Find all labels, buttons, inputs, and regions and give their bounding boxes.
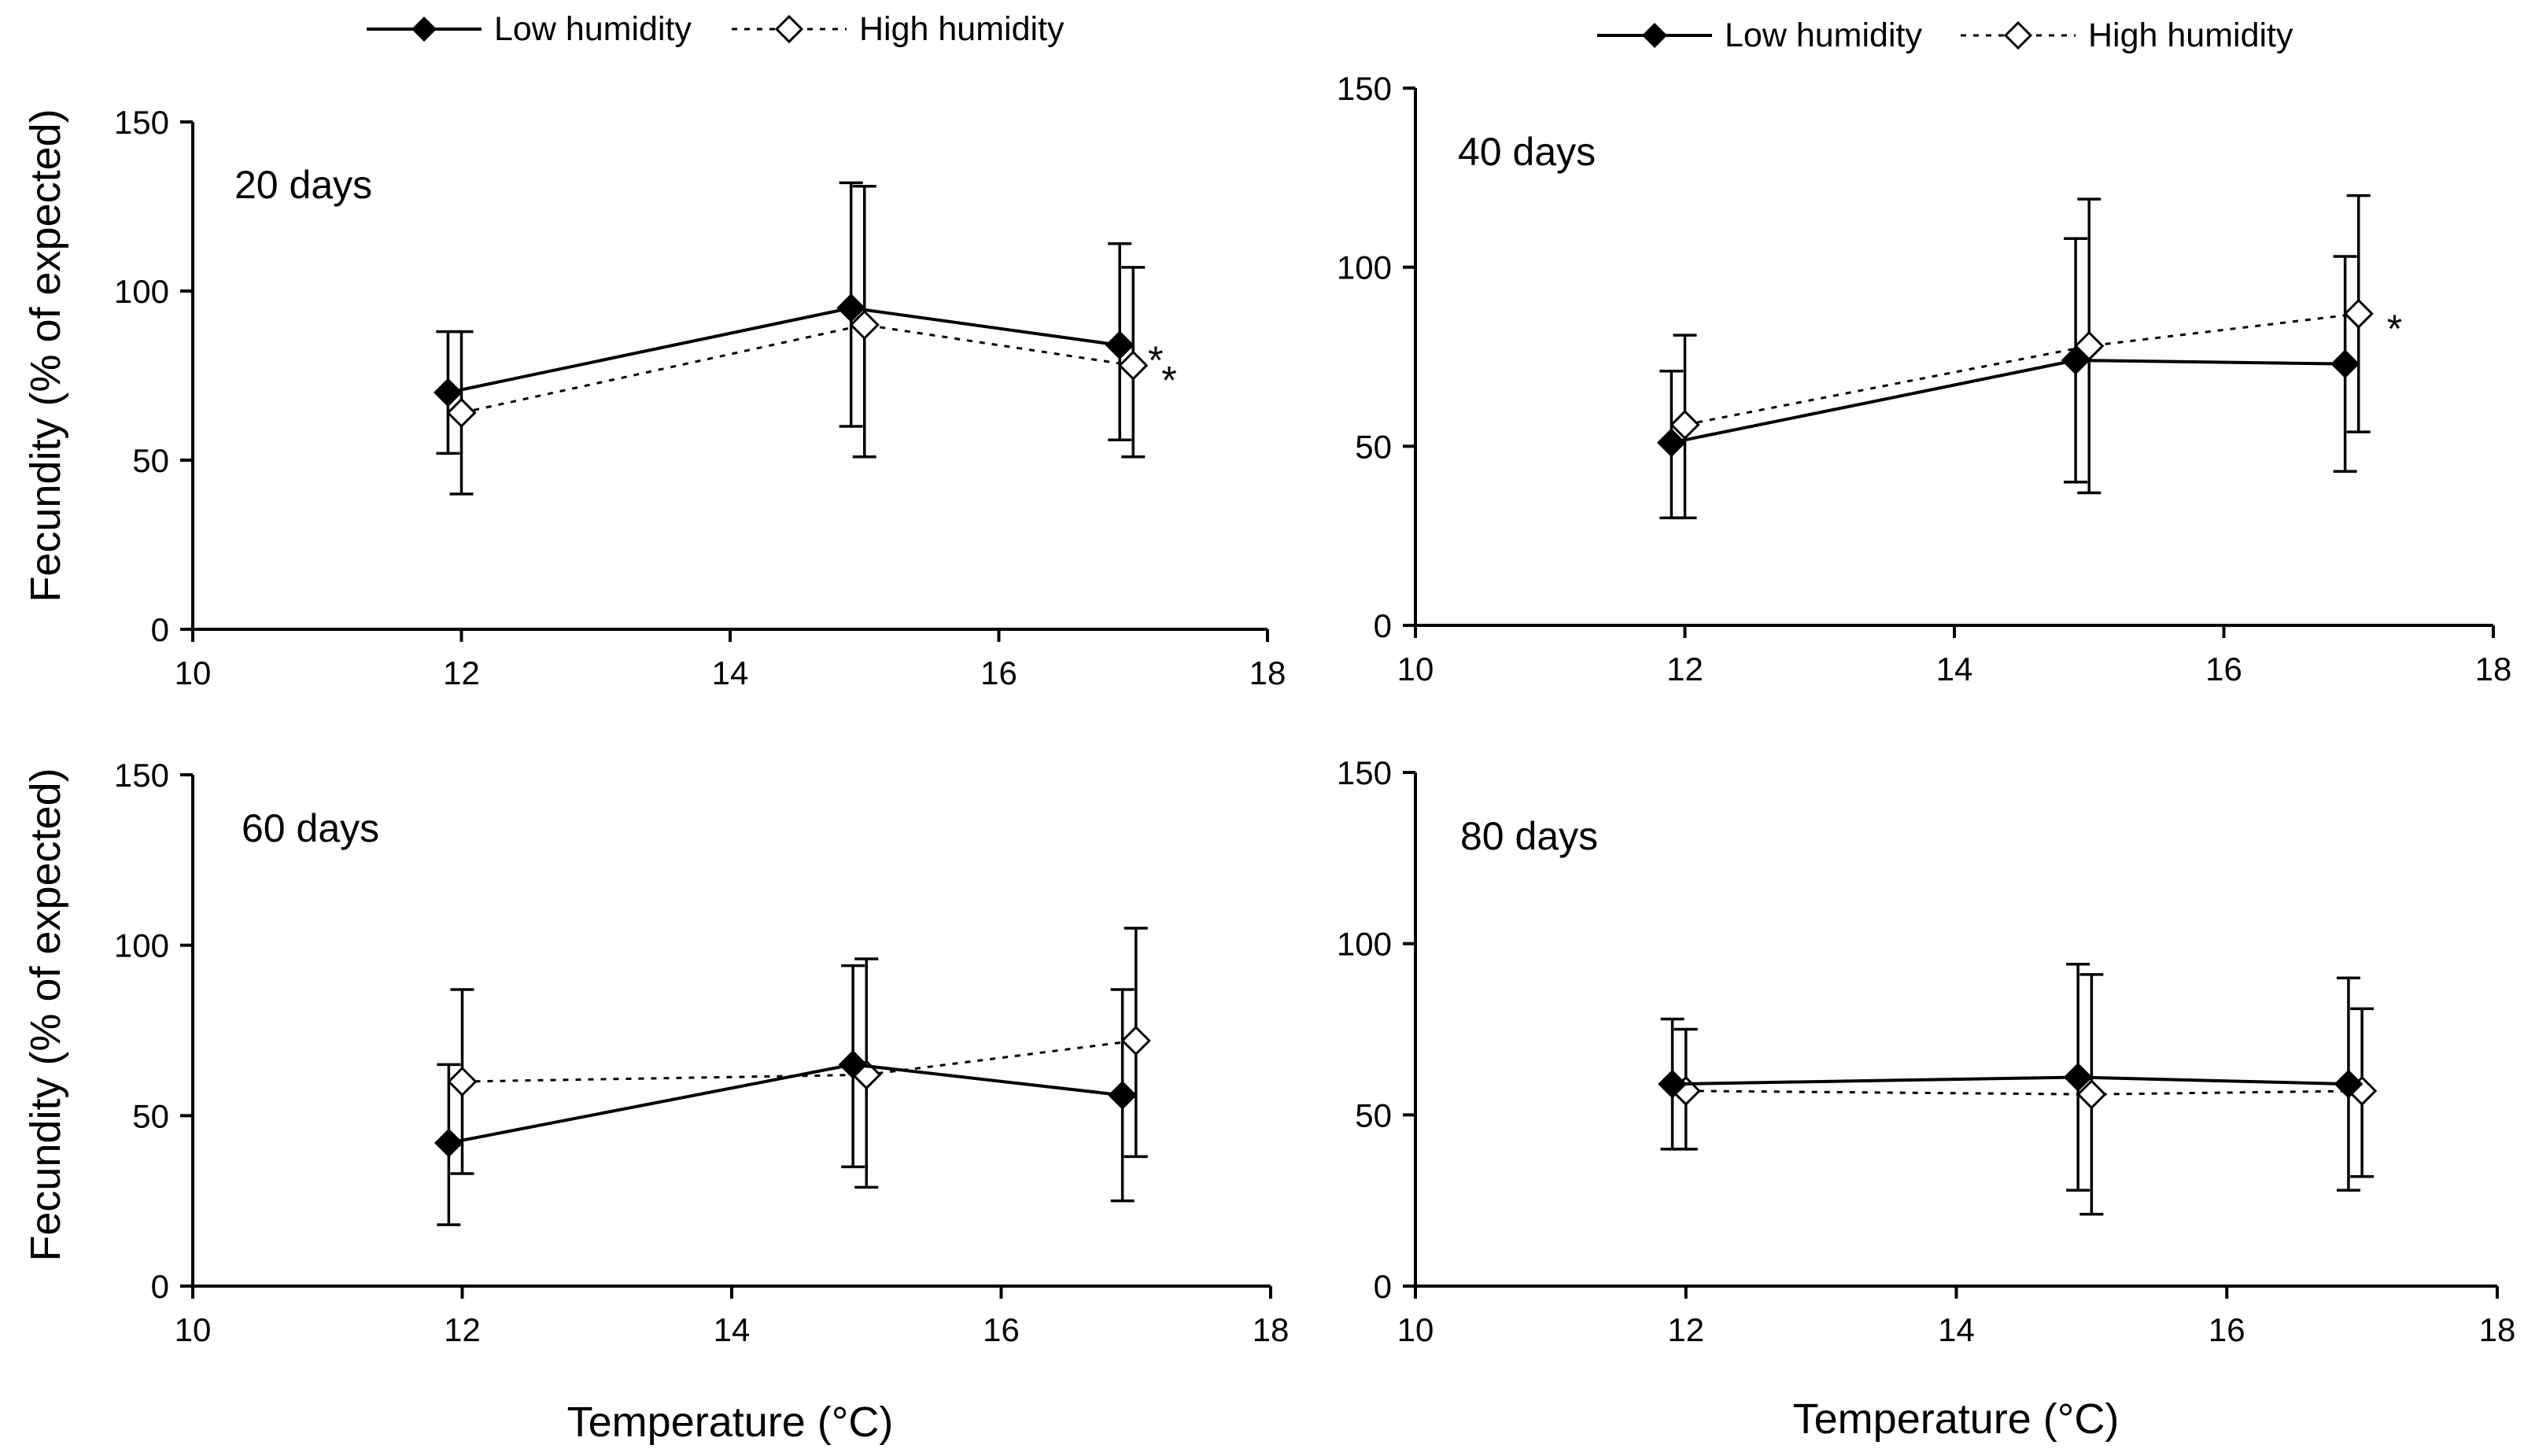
low-humidity-point [1108,1080,1138,1110]
high-humidity-point [447,1066,478,1097]
panel-label: 80 days [1460,814,1598,858]
y-tick-label: 150 [1337,70,1392,107]
y-tick-label: 0 [151,611,169,648]
y-axis-title-bottom: Fecundity (% of expected) [22,768,69,1261]
low-humidity-point [1105,330,1135,360]
y-tick-label: 150 [114,757,169,794]
low-humidity-point [2334,1069,2363,1099]
low-humidity-point [2061,345,2090,375]
high-humidity-significance-marker: * [1161,359,1176,403]
legend-low-label: Low humidity [494,10,692,48]
x-tick-label: 10 [175,1311,212,1348]
panel-label: 20 days [234,163,372,207]
high-humidity-point [2343,298,2374,329]
high-humidity-series-line [461,323,1134,415]
y-tick-label: 100 [1337,926,1392,963]
panel-20-days: 0 50 100 150 10 12 14 16 18 20 days ** [114,104,1286,691]
y-tick-label: 0 [151,1268,169,1305]
y-tick-label: 100 [114,927,169,964]
y-tick-label: 50 [1355,1097,1392,1133]
high-humidity-significance-marker: * [2387,307,2402,351]
low-humidity-significance-marker: * [1148,338,1163,382]
x-tick-label: 16 [2205,651,2242,687]
x-axis-title-left: Temperature (°C) [567,1399,894,1446]
x-tick-label: 14 [1938,1311,1975,1348]
x-tick-label: 18 [1253,1311,1290,1348]
x-tick-label: 10 [175,654,212,691]
y-tick-label: 0 [1374,1268,1392,1305]
x-tick-label: 14 [1936,651,1973,687]
low-humidity-point [2063,1063,2093,1092]
low-humidity-point [434,378,463,407]
low-humidity-point [1658,1069,1687,1099]
high-humidity-point [1118,350,1149,381]
low-humidity-point [836,293,866,323]
high-humidity-point [1670,409,1700,440]
x-tick-label: 14 [712,654,749,691]
low-humidity-point [434,1128,463,1158]
legend-high-label: High humidity [859,10,1065,48]
x-axis-title-right: Temperature (°C) [1793,1395,2120,1443]
panel-label: 40 days [1458,130,1596,174]
high-humidity-series-line [1685,312,2359,426]
x-tick-label: 10 [1397,651,1434,687]
legend-high-marker [2003,20,2033,50]
y-tick-label: 150 [1337,754,1392,791]
legend-high-label: High humidity [2088,17,2293,54]
panel-60-days: 0 50 100 150 10 12 14 16 18 60 days [114,757,1289,1348]
legend-low-label: Low humidity [1725,17,1922,54]
legend-left: Low humidity High humidity [367,10,1065,48]
y-tick-label: 100 [114,273,169,310]
x-tick-label: 16 [2208,1311,2245,1348]
high-humidity-point [849,309,880,341]
high-humidity-point [1120,1025,1151,1056]
high-humidity-point [2076,1079,2107,1110]
panel-80-days: 0 50 100 150 10 12 14 16 18 80 days [1337,754,2515,1348]
x-tick-label: 12 [443,654,480,691]
x-tick-label: 14 [714,1311,751,1348]
panel-40-days: 0 50 100 150 10 12 14 16 18 40 days * [1337,70,2511,687]
legend-low-marker [1642,23,1667,48]
legend-right: Low humidity High humidity [1597,17,2293,54]
low-humidity-point [1656,428,1686,458]
x-tick-label: 10 [1397,1311,1434,1348]
high-humidity-point [446,397,477,428]
panel-label: 60 days [242,806,379,850]
low-humidity-point [838,1049,868,1079]
y-tick-label: 50 [132,1097,169,1134]
y-tick-label: 150 [114,104,169,141]
y-tick-label: 0 [1374,607,1392,644]
y-tick-label: 100 [1337,249,1392,286]
x-tick-label: 18 [2479,1311,2516,1348]
x-tick-label: 18 [2475,651,2512,687]
y-tick-label: 50 [1355,428,1392,465]
x-tick-label: 12 [1666,651,1703,687]
x-tick-label: 16 [980,654,1017,691]
legend-low-marker [411,17,437,42]
x-tick-label: 12 [444,1311,481,1348]
x-tick-label: 16 [983,1311,1020,1348]
x-tick-label: 12 [1667,1311,1704,1348]
low-humidity-point [2330,349,2360,379]
x-tick-label: 18 [1249,654,1286,691]
legend-high-marker [774,14,804,44]
y-axis-title-top: Fecundity (% of expected) [22,109,69,602]
y-tick-label: 50 [132,442,169,479]
